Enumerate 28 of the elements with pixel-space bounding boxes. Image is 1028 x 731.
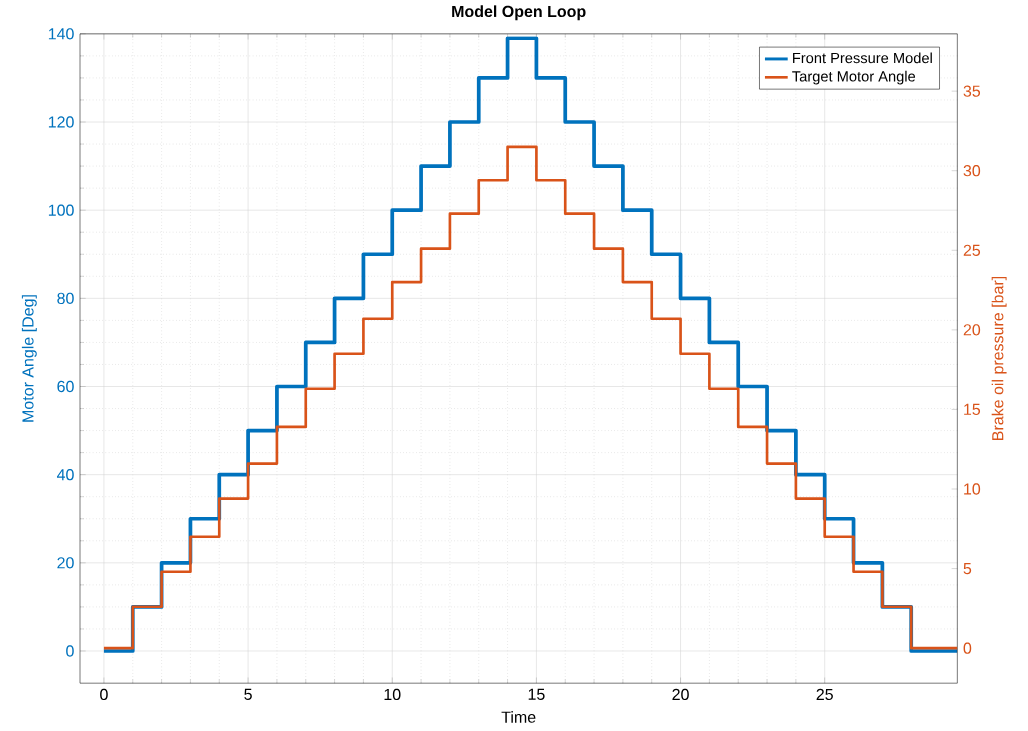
y-tick-label: 100 <box>48 204 74 216</box>
y2-axis-title: Brake oil pressure [bar] <box>991 277 1007 440</box>
chart-title: Model Open Loop <box>452 5 586 21</box>
x-axis-title: Time <box>501 711 536 723</box>
y2-tick-label: 20 <box>963 324 981 336</box>
y-tick-label: 0 <box>66 645 74 657</box>
legend-label: Front Pressure Model <box>793 52 932 64</box>
y-tick-label: 80 <box>57 292 74 305</box>
y2-tick-label: 0 <box>963 642 972 654</box>
y-axis-title: Motor Angle [Deg] <box>21 295 37 422</box>
y-tick-label: 40 <box>56 469 74 481</box>
x-tick-label: 20 <box>672 688 689 701</box>
y2-tick-label: 15 <box>964 403 981 416</box>
y-tick-label: 20 <box>57 557 74 569</box>
x-tick-label: 0 <box>100 688 108 701</box>
y2-tick-label: 5 <box>963 563 972 575</box>
y-tick-label: 120 <box>48 116 74 128</box>
x-tick-label: 15 <box>528 688 545 701</box>
y2-tick-label: 35 <box>963 85 981 97</box>
y-tick-label: 140 <box>48 28 74 40</box>
y-tick-label: 60 <box>57 380 74 393</box>
x-tick-label: 5 <box>244 688 252 701</box>
x-tick-label: 25 <box>816 688 833 701</box>
x-tick-label: 10 <box>384 688 401 701</box>
y2-tick-label: 25 <box>963 244 981 257</box>
legend-label: Target Motor Angle <box>792 70 916 85</box>
y2-tick-label: 30 <box>963 165 981 177</box>
y2-tick-label: 10 <box>964 483 981 495</box>
